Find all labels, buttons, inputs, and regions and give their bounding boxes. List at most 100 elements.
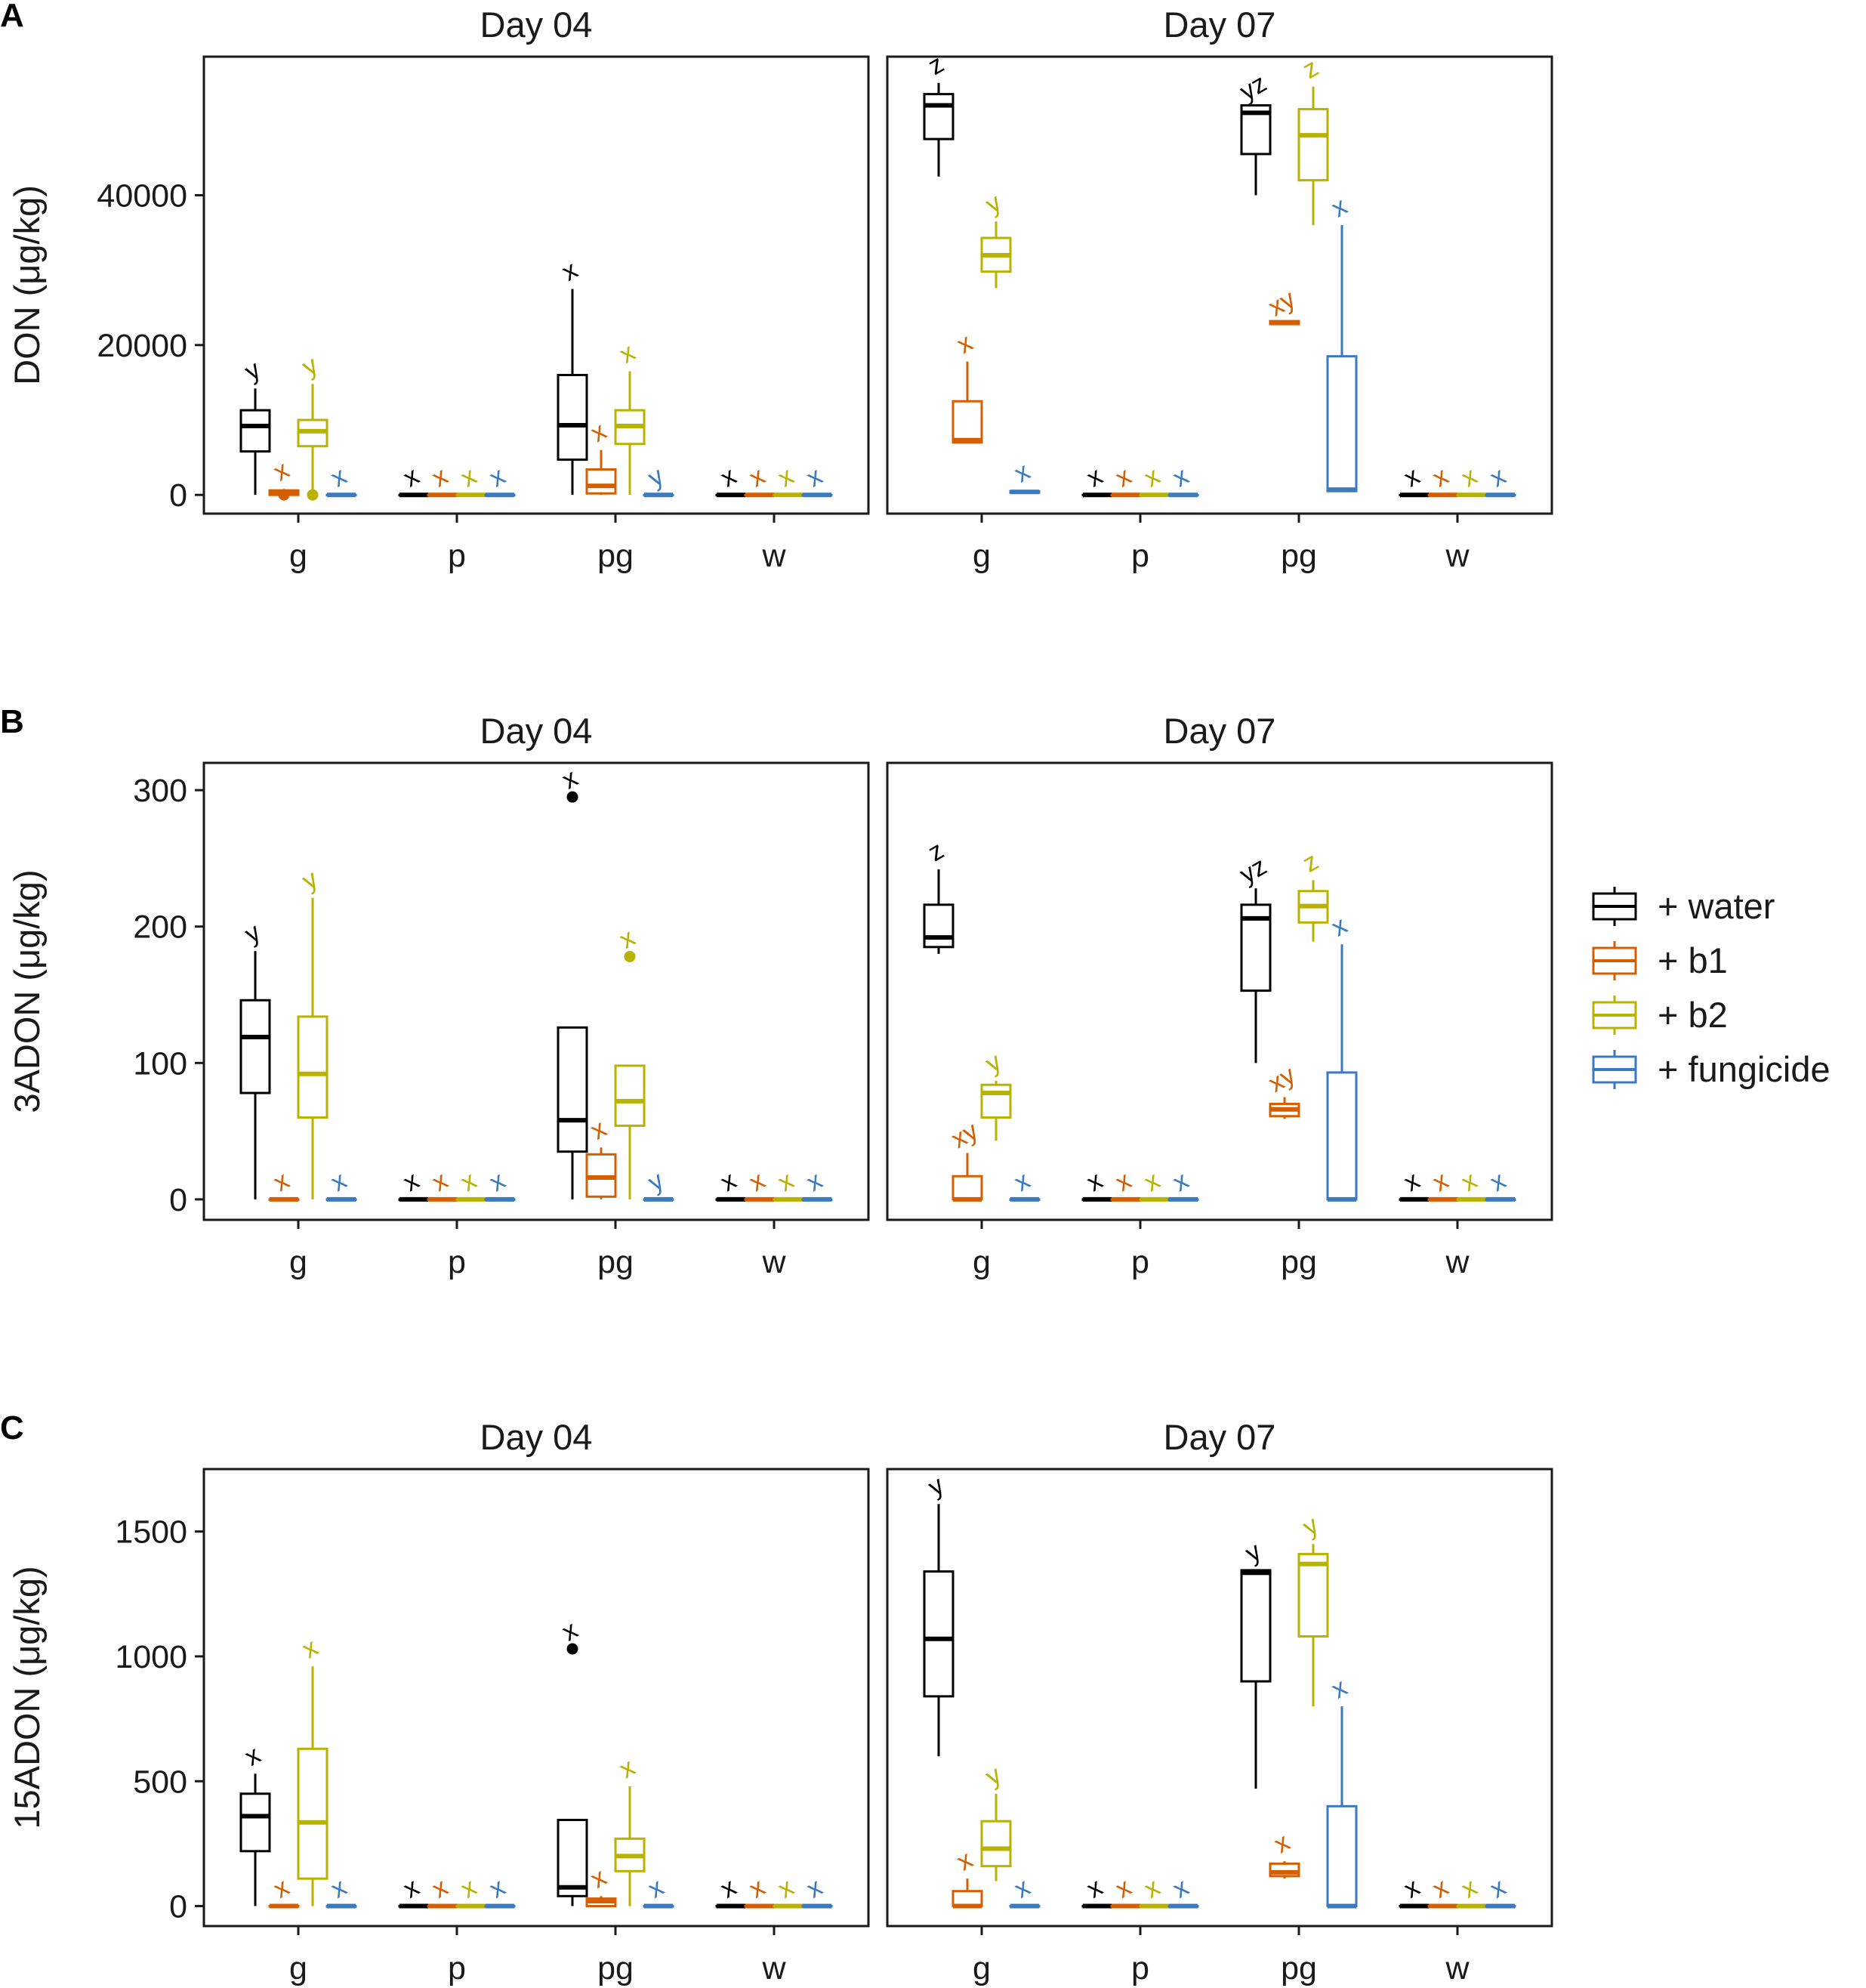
significance-letter: x bbox=[802, 462, 828, 492]
significance-letter: x bbox=[1082, 1166, 1108, 1197]
box-g-0: z bbox=[923, 49, 955, 177]
box-pg-2: y bbox=[1297, 1511, 1329, 1707]
outlier-point bbox=[566, 1643, 578, 1655]
significance-letter: y bbox=[240, 918, 266, 949]
box-g-3: x bbox=[325, 462, 357, 498]
facet-title: Day 07 bbox=[1164, 5, 1276, 45]
y-axis-label: 15ADON (μg/kg) bbox=[7, 1566, 47, 1829]
significance-letter: x bbox=[1010, 1872, 1035, 1903]
significance-letter: x bbox=[1485, 1166, 1511, 1197]
facet-title: Day 07 bbox=[1164, 1417, 1276, 1457]
y-axis-label: DON (μg/kg) bbox=[7, 185, 47, 385]
box-g-0: y bbox=[239, 355, 271, 495]
y-tick-label: 200 bbox=[133, 909, 187, 946]
box-p-2: x bbox=[1139, 1872, 1170, 1909]
x-tick-label: w bbox=[761, 1950, 786, 1986]
significance-letter: y bbox=[981, 1048, 1007, 1079]
panel-frame bbox=[202, 761, 870, 1221]
significance-letter: x bbox=[557, 764, 583, 795]
box-p-1: x bbox=[427, 1166, 458, 1202]
box-w-1: x bbox=[744, 1872, 776, 1909]
significance-letter: x bbox=[399, 1872, 424, 1903]
outlier-point bbox=[278, 489, 290, 501]
box-body bbox=[297, 1747, 328, 1880]
legend: + water + b1 + b2 + fungicide bbox=[1592, 886, 1831, 1089]
box-w-1: x bbox=[744, 462, 776, 498]
significance-letter: x bbox=[1399, 1872, 1425, 1903]
box-p-3: x bbox=[1167, 1166, 1199, 1202]
box-p-0: x bbox=[398, 462, 430, 498]
box-g-3: x bbox=[1009, 457, 1041, 495]
significance-letter: x bbox=[485, 1872, 510, 1903]
significance-letter: x bbox=[485, 462, 510, 492]
box-body bbox=[557, 374, 588, 462]
significance-letter: x bbox=[557, 1616, 583, 1647]
box-pg-2: z bbox=[1297, 53, 1329, 226]
box-body bbox=[1326, 1804, 1358, 1908]
box-g-3: x bbox=[1009, 1872, 1041, 1909]
significance-letter: z bbox=[924, 49, 949, 80]
box-pg-1: xy bbox=[1263, 285, 1300, 326]
box-body bbox=[557, 1818, 588, 1897]
significance-letter: yz bbox=[1235, 69, 1271, 106]
significance-letter: x bbox=[456, 1872, 482, 1903]
significance-letter: x bbox=[1327, 911, 1352, 942]
box-pg-2: x bbox=[614, 1753, 646, 1906]
box-w-2: x bbox=[773, 1166, 804, 1202]
box-g-1: x bbox=[952, 1845, 983, 1909]
x-tick-label: g bbox=[973, 538, 991, 574]
significance-letter: x bbox=[326, 1872, 352, 1903]
box-w-0: x bbox=[715, 1872, 747, 1909]
box-w-0: x bbox=[1399, 1166, 1430, 1202]
box-w-1: x bbox=[1427, 1872, 1459, 1909]
significance-letter: yz bbox=[1235, 852, 1271, 890]
x-tick-label: g bbox=[973, 1244, 991, 1280]
y-tick-label: 300 bbox=[133, 773, 187, 809]
box-g-0: x bbox=[239, 1740, 271, 1906]
x-tick-label: pg bbox=[597, 1950, 634, 1986]
box-w-1: x bbox=[1427, 1166, 1459, 1202]
box-g-2: y bbox=[297, 350, 328, 501]
box-body bbox=[1240, 1569, 1272, 1683]
box-w-0: x bbox=[1399, 462, 1430, 498]
panel-frame bbox=[886, 761, 1553, 1221]
significance-letter: x bbox=[485, 1166, 510, 1197]
box-body bbox=[1326, 1071, 1358, 1201]
significance-letter: x bbox=[802, 1166, 828, 1197]
box-p-1: x bbox=[1110, 462, 1142, 498]
significance-letter: x bbox=[716, 462, 742, 492]
significance-letter: x bbox=[427, 462, 453, 492]
significance-letter: z bbox=[924, 836, 949, 867]
box-pg-2: z bbox=[1297, 847, 1329, 942]
box-p-3: x bbox=[484, 1166, 516, 1202]
box-p-1: x bbox=[1110, 1872, 1142, 1909]
significance-letter: xy bbox=[1263, 1060, 1300, 1098]
box-p-3: x bbox=[1167, 462, 1199, 498]
box-w-1: x bbox=[1427, 462, 1459, 498]
significance-letter: x bbox=[952, 328, 978, 359]
x-tick-label: w bbox=[1445, 1244, 1470, 1280]
box-p-3: x bbox=[484, 462, 516, 498]
box-p-2: x bbox=[455, 1166, 487, 1202]
box-body bbox=[980, 1820, 1012, 1868]
legend-label: + fungicide bbox=[1658, 1049, 1831, 1089]
box-body bbox=[1326, 355, 1358, 492]
box-p-1: x bbox=[1110, 1166, 1142, 1202]
significance-letter: x bbox=[269, 1166, 295, 1197]
box-w-3: x bbox=[801, 462, 833, 498]
significance-letter: x bbox=[1168, 1872, 1194, 1903]
facet-title: Day 04 bbox=[480, 711, 593, 751]
significance-letter: y bbox=[240, 355, 266, 386]
panel-letter: B bbox=[0, 703, 24, 740]
panel-frame bbox=[886, 55, 1553, 515]
box-body bbox=[557, 1026, 588, 1153]
box-g-2: y bbox=[980, 1761, 1012, 1882]
box-g-0: y bbox=[239, 918, 271, 1199]
significance-letter: x bbox=[1010, 457, 1035, 488]
y-tick-label: 1500 bbox=[115, 1514, 187, 1551]
significance-letter: x bbox=[1327, 192, 1352, 223]
y-tick-label: 0 bbox=[169, 1182, 187, 1218]
significance-letter: y bbox=[1298, 1511, 1324, 1542]
